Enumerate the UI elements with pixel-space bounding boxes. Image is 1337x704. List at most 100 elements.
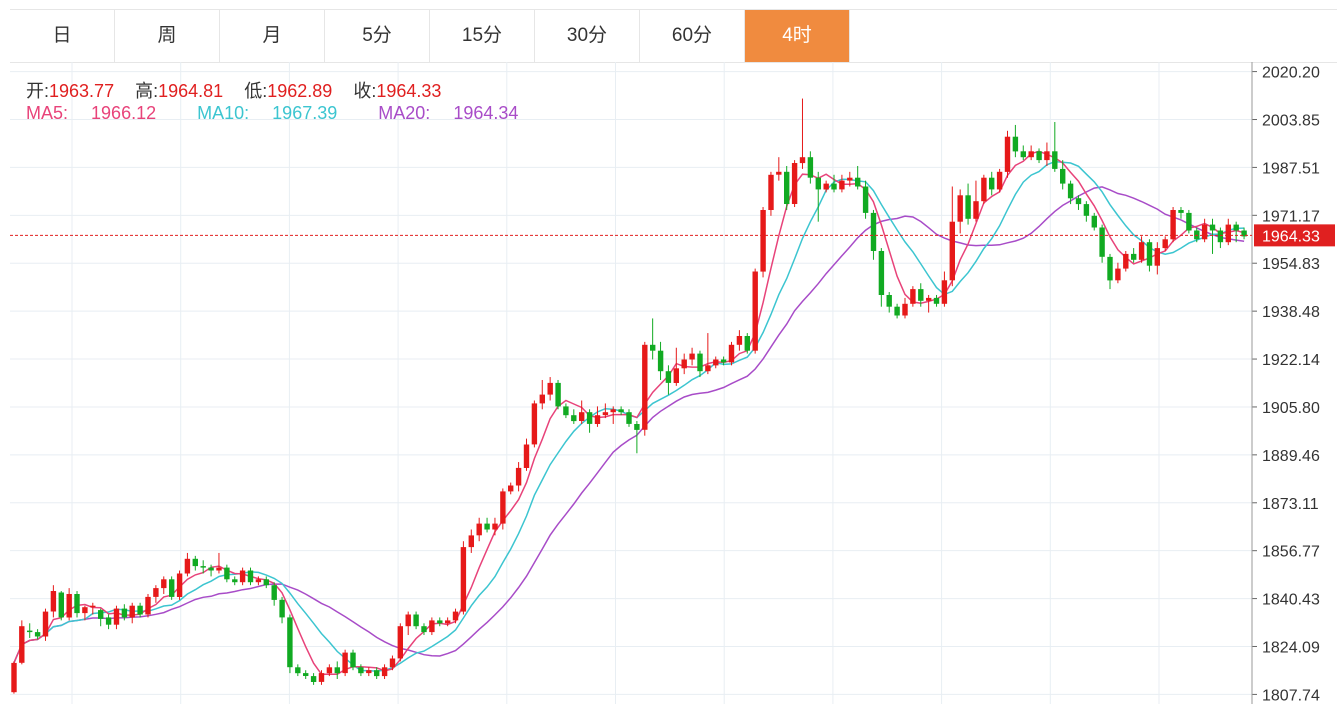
candle-body (1083, 204, 1090, 216)
candle-body (705, 365, 711, 372)
candle-body (1067, 183, 1074, 199)
candle-body (295, 667, 301, 674)
candle-body (1241, 230, 1247, 237)
candle-body (752, 271, 758, 351)
ma5-legend: MA5: 1966.12 (26, 103, 174, 123)
y-tick-label: 1922.14 (1262, 352, 1320, 369)
tab-5min[interactable]: 5分 (325, 10, 430, 62)
candle-body (129, 605, 135, 618)
candle-body (1099, 227, 1105, 257)
candle-body (11, 662, 17, 693)
tab-60min[interactable]: 60分 (640, 10, 745, 62)
y-tick-label: 1856.77 (1262, 544, 1320, 561)
candle-body (90, 605, 96, 608)
candle-body (807, 157, 814, 178)
candle-body (413, 614, 419, 627)
candle-body (1178, 210, 1184, 213)
candle-body (650, 344, 656, 351)
candle-body (894, 306, 900, 316)
candle-body (878, 251, 885, 295)
candle-body (957, 195, 963, 222)
candle-body (949, 221, 955, 281)
candle-body (342, 652, 348, 674)
candle-body (303, 673, 309, 676)
candle-body (839, 180, 845, 190)
y-tick-label: 2020.20 (1262, 65, 1320, 82)
candle-body (618, 409, 624, 413)
candle-body (176, 573, 183, 597)
candle-body (50, 591, 57, 612)
candle-body (1036, 151, 1042, 161)
candle-body (799, 157, 806, 164)
candle-body (192, 558, 198, 567)
tab-month[interactable]: 月 (220, 10, 325, 62)
candle-body (547, 382, 553, 395)
high-label: 高: (135, 81, 159, 101)
close-value: 1964.33 (376, 81, 442, 101)
ma20-label: MA20: (378, 103, 431, 123)
candle-body (74, 594, 80, 614)
candle-body (445, 620, 451, 624)
tab-4hour[interactable]: 4时 (745, 10, 850, 62)
candle-body (1091, 215, 1097, 228)
candle-body (673, 368, 679, 383)
tab-day[interactable]: 日 (10, 10, 115, 62)
candle-body (492, 523, 498, 530)
candle-body (508, 485, 514, 492)
candle-body (823, 183, 829, 190)
candle-body (657, 350, 664, 372)
candle-body (1123, 253, 1129, 269)
candle-body (1146, 242, 1153, 266)
candle-body (27, 630, 33, 633)
y-tick-label: 1938.48 (1262, 304, 1320, 321)
candle-body (1004, 136, 1011, 172)
candle-body (973, 201, 979, 219)
y-tick-label: 1840.43 (1262, 592, 1320, 609)
candle-body (642, 344, 648, 430)
candle-body (232, 579, 238, 583)
candle-body (271, 585, 277, 600)
candle-body (886, 295, 892, 307)
candle-body (1020, 151, 1026, 158)
candle-body (523, 444, 530, 468)
candle-body (926, 297, 932, 301)
candle-body (539, 394, 545, 404)
tab-week[interactable]: 周 (115, 10, 220, 62)
candle-body (334, 667, 340, 674)
candle-body (310, 676, 317, 682)
candle-body (468, 535, 474, 548)
candle-body (634, 424, 640, 430)
candle-body (1115, 268, 1121, 281)
candle-body (350, 652, 356, 668)
candle-body (224, 567, 230, 580)
open-label: 开: (26, 81, 50, 101)
candle-body (460, 547, 467, 612)
candle-body (768, 174, 774, 210)
candle-body (42, 611, 49, 637)
candle-body (326, 667, 333, 674)
y-tick-label: 1807.74 (1262, 687, 1320, 704)
candle-body (287, 617, 293, 668)
candle-body (744, 336, 750, 351)
candle-body (405, 614, 411, 627)
candle-body (610, 409, 616, 413)
tab-30min[interactable]: 30分 (535, 10, 640, 62)
current-price-label: 1964.33 (1262, 228, 1320, 245)
candle-body (247, 570, 254, 583)
tab-15min[interactable]: 15分 (430, 10, 535, 62)
candle-body (594, 415, 601, 424)
candle-body (1201, 224, 1208, 240)
candle-body (476, 523, 482, 536)
y-tick-label: 1889.46 (1262, 448, 1320, 465)
candle-body (531, 403, 538, 445)
ma5-label: MA5: (26, 103, 69, 123)
candle-body (437, 620, 443, 624)
candle-body (571, 415, 577, 422)
candle-body (19, 626, 25, 663)
candle-body (397, 626, 403, 659)
ma10-legend: MA10: 1967.39 (197, 103, 355, 123)
candle-body (941, 280, 948, 304)
candle-body (933, 297, 940, 304)
candle-body (862, 186, 869, 213)
